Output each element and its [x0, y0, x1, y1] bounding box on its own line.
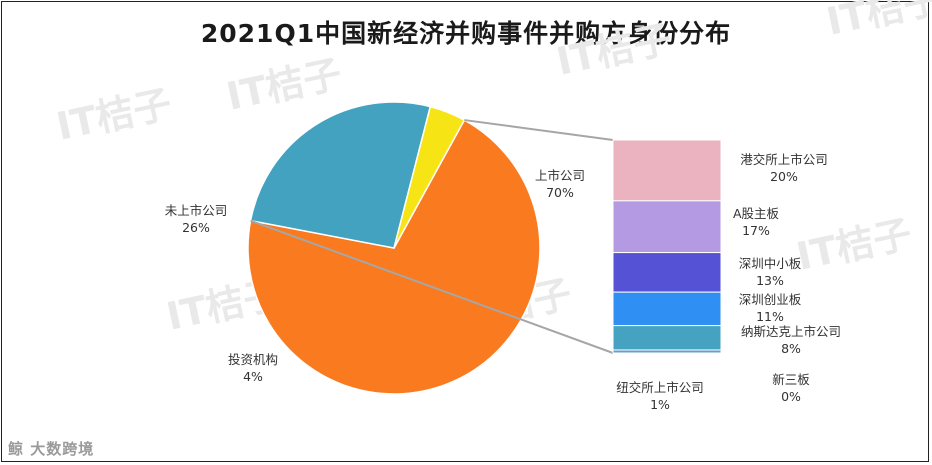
pie-slice-0	[247, 119, 541, 395]
connector-line-top	[464, 119, 614, 141]
pie-value-0: 70%	[546, 185, 574, 200]
bar-label-4: 纳斯达克上市公司	[741, 324, 841, 339]
watermark-text: IT桔子	[553, 17, 676, 84]
bar-label-1: A股主板	[733, 206, 780, 221]
bar-label-5: 纽交所上市公司	[616, 380, 704, 395]
watermark-text: IT桔子	[53, 82, 176, 149]
bar-label-3: 深圳创业板	[739, 292, 802, 307]
watermark-text: IT桔子	[223, 52, 346, 119]
bar-value-0: 20%	[770, 169, 798, 184]
bar-value-4: 8%	[781, 341, 801, 356]
pie-slice-1	[249, 101, 432, 249]
bar-value-1: 17%	[742, 223, 770, 238]
bar-segment-4	[612, 325, 722, 351]
bar-segment-1	[612, 200, 722, 254]
bar-value-6: 0%	[781, 389, 801, 404]
watermark-text: IT桔子	[793, 212, 916, 279]
pie-slice-2	[393, 105, 466, 249]
bar-value-2: 13%	[756, 273, 784, 288]
bar-label-2: 深圳中小板	[739, 256, 802, 271]
bar-segment-5	[612, 349, 722, 354]
pie-label-0: 上市公司	[535, 168, 585, 183]
pie-value-2: 4%	[243, 369, 263, 384]
bar-value-3: 11%	[756, 309, 784, 324]
bar-segment-3	[612, 291, 722, 327]
pie-label-2: 投资机构	[228, 352, 278, 367]
connector-line-bottom	[250, 219, 614, 354]
brand-logo: 鲸 大数跨境	[8, 440, 95, 458]
bar-segment-2	[612, 252, 722, 293]
pie-label-1: 未上市公司	[165, 203, 228, 218]
chart-title: 2021Q1中国新经济并购事件并购方身份分布	[200, 19, 732, 48]
bar-segment-0	[612, 139, 722, 202]
bar-value-5: 1%	[650, 397, 670, 412]
bar-label-6: 新三板	[772, 372, 810, 387]
pie-value-1: 26%	[182, 220, 210, 235]
bar-label-0: 港交所上市公司	[740, 152, 828, 167]
watermark-text: IT桔子	[823, 0, 932, 44]
